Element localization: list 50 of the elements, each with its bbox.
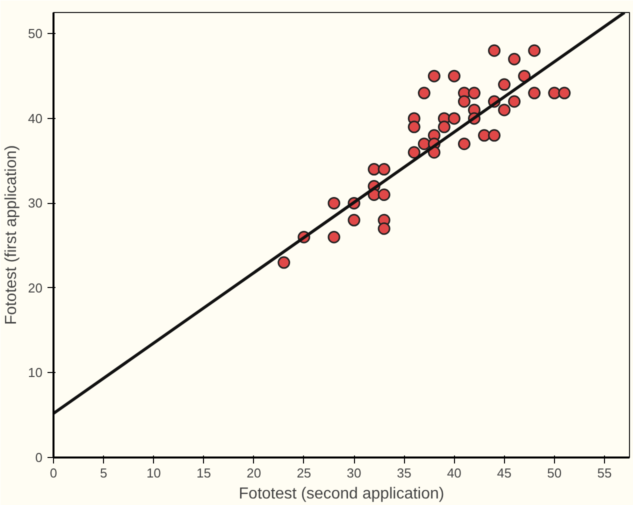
point xyxy=(458,138,470,150)
point xyxy=(558,86,571,100)
x-tick-label: 0 xyxy=(50,466,58,480)
point xyxy=(508,95,521,108)
point xyxy=(448,70,460,82)
y-axis-title: Fototest (first application) xyxy=(3,145,20,325)
x-tick-label: 50 xyxy=(547,466,562,480)
point xyxy=(328,196,340,210)
point xyxy=(378,222,390,235)
point xyxy=(408,120,420,134)
point xyxy=(528,44,541,57)
point xyxy=(408,146,420,159)
x-tick-label: 55 xyxy=(597,466,612,480)
y-tick-label: 30 xyxy=(28,196,43,211)
x-tick-label: 35 xyxy=(396,466,412,480)
x-tick-label: 5 xyxy=(100,466,108,480)
x-tick-label: 45 xyxy=(497,466,512,480)
point xyxy=(478,129,490,142)
x-tick-label: 30 xyxy=(346,466,362,480)
y-tick-label: 40 xyxy=(28,110,43,126)
point xyxy=(348,214,360,226)
point xyxy=(418,86,430,100)
x-tick-label: 15 xyxy=(196,466,211,480)
point xyxy=(488,129,501,142)
point xyxy=(488,44,501,57)
point xyxy=(468,86,480,100)
x-tick-label: 25 xyxy=(296,466,312,480)
x-tick-label: 10 xyxy=(146,466,161,480)
point xyxy=(378,188,390,201)
point xyxy=(458,95,470,108)
x-axis-title: Fototest (second application) xyxy=(238,486,444,502)
x-tick-label: 40 xyxy=(446,466,462,480)
point xyxy=(548,86,561,100)
y-tick-label: 20 xyxy=(28,280,43,296)
point xyxy=(368,163,380,176)
point xyxy=(528,86,541,100)
point xyxy=(498,104,511,116)
point xyxy=(378,163,390,176)
y-tick-label: 0 xyxy=(35,450,43,465)
point xyxy=(328,230,340,244)
point xyxy=(508,52,521,66)
point xyxy=(448,112,460,125)
point xyxy=(438,120,450,134)
point xyxy=(278,256,290,269)
point xyxy=(498,78,511,91)
y-tick-label: 10 xyxy=(28,365,43,380)
x-tick-label: 20 xyxy=(246,466,262,480)
point xyxy=(428,70,440,82)
y-tick-label: 50 xyxy=(28,26,43,42)
point xyxy=(418,138,430,150)
